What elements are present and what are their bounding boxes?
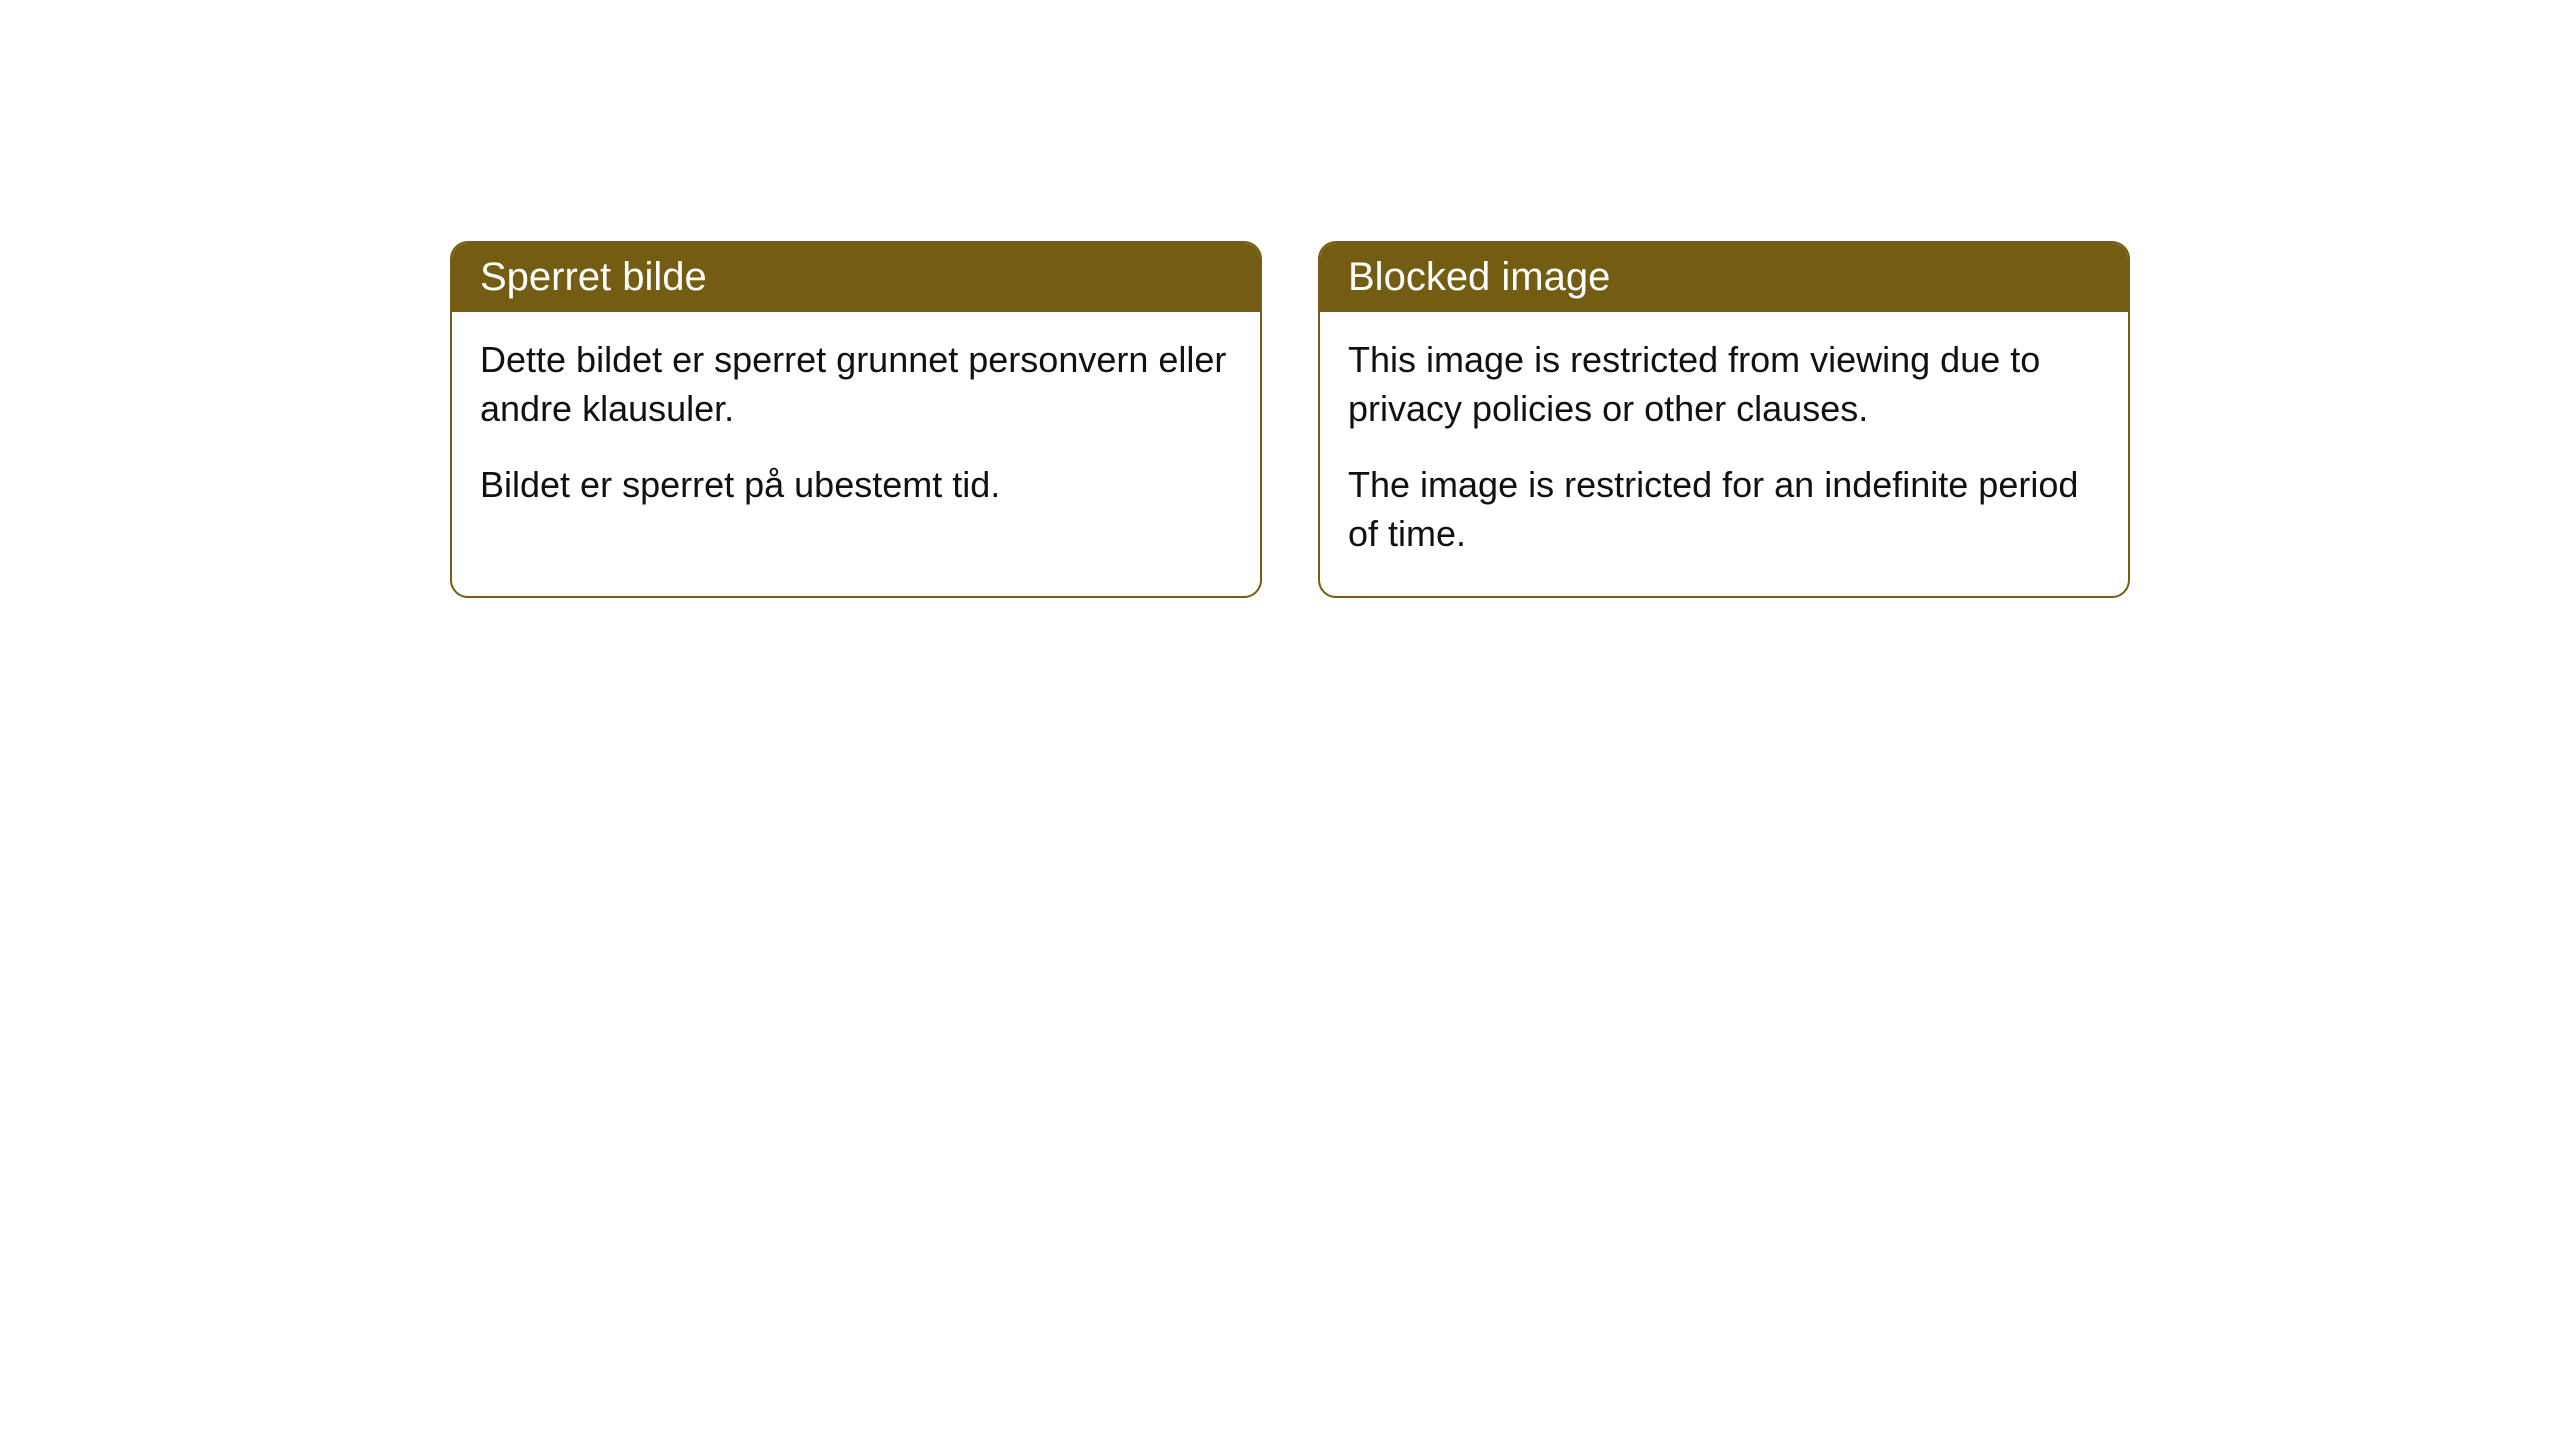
card-body: Dette bildet er sperret grunnet personve…	[452, 312, 1260, 548]
card-paragraph: Bildet er sperret på ubestemt tid.	[480, 461, 1232, 510]
card-paragraph: Dette bildet er sperret grunnet personve…	[480, 336, 1232, 433]
notice-cards-container: Sperret bilde Dette bildet er sperret gr…	[450, 241, 2130, 598]
card-header: Sperret bilde	[452, 243, 1260, 312]
card-title: Blocked image	[1348, 255, 1610, 299]
card-paragraph: The image is restricted for an indefinit…	[1348, 461, 2100, 558]
card-title: Sperret bilde	[480, 255, 707, 299]
card-body: This image is restricted from viewing du…	[1320, 312, 2128, 596]
card-header: Blocked image	[1320, 243, 2128, 312]
notice-card-norwegian: Sperret bilde Dette bildet er sperret gr…	[450, 241, 1262, 598]
notice-card-english: Blocked image This image is restricted f…	[1318, 241, 2130, 598]
card-paragraph: This image is restricted from viewing du…	[1348, 336, 2100, 433]
